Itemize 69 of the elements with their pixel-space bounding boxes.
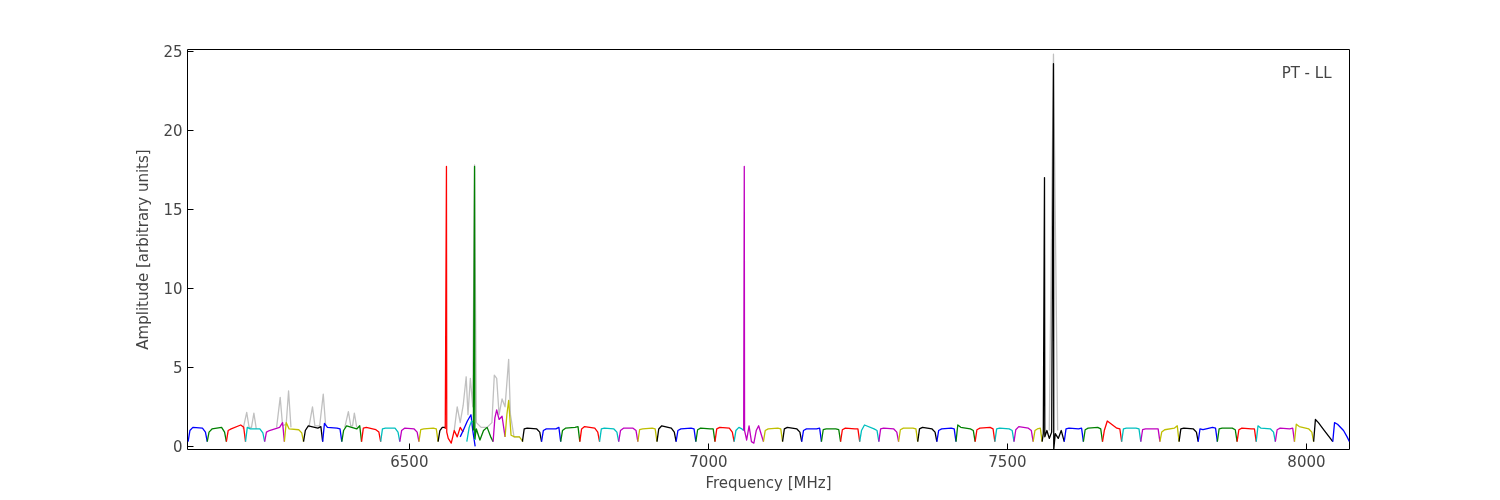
line-series [675, 427, 697, 443]
line-series [733, 426, 745, 443]
line-series [637, 427, 658, 443]
line-series [1159, 425, 1180, 443]
line-series [1032, 427, 1043, 443]
line-series [743, 165, 765, 444]
line-series [859, 424, 880, 443]
line-series [781, 426, 803, 443]
line-series [1197, 426, 1218, 443]
line-series [598, 427, 620, 443]
annotation: PT - LL [1281, 63, 1333, 82]
y-tick-label: 5 [172, 359, 183, 378]
y-tick-label: 0 [172, 438, 183, 457]
line-series [955, 424, 976, 443]
y-tick-label: 20 [163, 122, 183, 141]
line-series [762, 427, 784, 443]
line-series [418, 427, 439, 443]
line-series [1312, 418, 1334, 443]
line-series [560, 425, 581, 443]
x-axis-title: Frequency [MHz] [705, 473, 832, 492]
line-series [1101, 420, 1123, 443]
y-tick-label: 10 [163, 280, 183, 299]
line-series [472, 165, 494, 443]
line-series [994, 427, 1015, 443]
line-series [504, 399, 524, 443]
line-series [1255, 425, 1276, 443]
line-series [897, 427, 919, 443]
line-series [459, 414, 476, 447]
line-series [521, 427, 543, 443]
y-axis-title: Amplitude [arbitrary units] [134, 149, 153, 350]
line-series [492, 409, 506, 443]
line-series [206, 426, 228, 443]
line-series [878, 427, 900, 443]
x-tick-label: 7500 [988, 452, 1027, 471]
x-tick-label: 6500 [390, 452, 429, 471]
x-tick-label: 8000 [1287, 452, 1326, 471]
line-series [225, 424, 247, 443]
line-series [302, 425, 324, 443]
line-series [540, 426, 562, 443]
x-tick-label: 7000 [689, 452, 728, 471]
y-tick-label: 15 [163, 201, 183, 220]
line-series [801, 427, 823, 443]
line-series [1293, 423, 1315, 443]
line-series [917, 426, 938, 443]
line-series [1236, 427, 1257, 443]
line-series [341, 425, 363, 443]
line-series [244, 426, 266, 443]
line-series [714, 426, 735, 443]
line-series [322, 422, 343, 443]
line-series [444, 165, 464, 444]
line-series [264, 421, 286, 443]
line-series [1013, 425, 1034, 443]
line-series [360, 426, 382, 443]
line-series [1216, 427, 1238, 443]
line-series [579, 425, 601, 443]
line-series [1274, 427, 1296, 443]
line-series [695, 427, 716, 443]
line-series [399, 427, 420, 443]
line-series [936, 427, 957, 443]
y-tick-label: 25 [163, 43, 183, 62]
line-series [656, 425, 677, 443]
line-series [974, 426, 996, 443]
line-series [1178, 427, 1199, 443]
line-series [1332, 421, 1350, 443]
line-series [380, 427, 401, 443]
line-series [839, 427, 861, 443]
line-series [187, 426, 208, 443]
line-series [283, 421, 305, 443]
line-series [1082, 426, 1104, 443]
